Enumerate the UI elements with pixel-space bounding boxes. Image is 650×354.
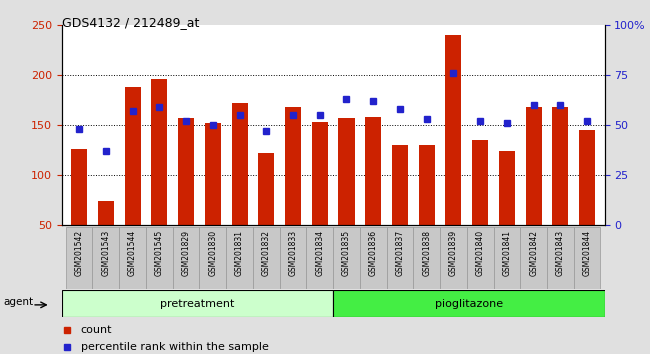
Bar [333, 227, 360, 289]
Text: GSM201830: GSM201830 [208, 230, 217, 276]
Text: pretreatment: pretreatment [161, 298, 235, 309]
Bar [92, 227, 119, 289]
Bar [62, 290, 333, 317]
Text: GSM201839: GSM201839 [449, 230, 458, 276]
Bar [445, 35, 462, 275]
Text: agent: agent [3, 297, 33, 307]
Bar [413, 227, 440, 289]
Text: GSM201840: GSM201840 [476, 230, 485, 276]
Text: count: count [81, 325, 112, 335]
Text: GSM201842: GSM201842 [529, 230, 538, 276]
Text: GSM201829: GSM201829 [181, 230, 190, 276]
Text: percentile rank within the sample: percentile rank within the sample [81, 342, 268, 352]
Bar [205, 123, 221, 275]
Bar [151, 79, 167, 275]
Bar [306, 227, 333, 289]
Bar [440, 227, 467, 289]
Bar [226, 227, 253, 289]
Text: GSM201836: GSM201836 [369, 230, 378, 276]
Bar [66, 227, 92, 289]
Bar [280, 227, 306, 289]
Text: pioglitazone: pioglitazone [435, 298, 503, 309]
Text: GSM201543: GSM201543 [101, 230, 111, 276]
Bar [547, 227, 574, 289]
Bar [285, 107, 301, 275]
Text: GSM201831: GSM201831 [235, 230, 244, 276]
Bar [387, 227, 413, 289]
Text: GSM201833: GSM201833 [289, 230, 298, 276]
Bar [333, 290, 604, 317]
Bar [419, 145, 435, 275]
Bar [173, 227, 200, 289]
Bar [146, 227, 173, 289]
Text: GDS4132 / 212489_at: GDS4132 / 212489_at [62, 16, 199, 29]
Text: GSM201841: GSM201841 [502, 230, 512, 276]
Text: GSM201835: GSM201835 [342, 230, 351, 276]
Bar [392, 145, 408, 275]
Text: GSM201544: GSM201544 [128, 230, 137, 276]
Bar [71, 149, 87, 275]
Text: GSM201542: GSM201542 [75, 230, 84, 276]
Bar [574, 227, 601, 289]
Bar [98, 201, 114, 275]
Bar [365, 117, 382, 275]
Bar [552, 107, 568, 275]
Bar [312, 122, 328, 275]
Bar [253, 227, 280, 289]
Bar [520, 227, 547, 289]
Bar [178, 118, 194, 275]
Bar [119, 227, 146, 289]
Bar [499, 151, 515, 275]
Text: GSM201832: GSM201832 [262, 230, 271, 276]
Text: GSM201834: GSM201834 [315, 230, 324, 276]
Bar [339, 118, 354, 275]
Text: GSM201844: GSM201844 [582, 230, 592, 276]
Text: GSM201545: GSM201545 [155, 230, 164, 276]
Text: GSM201838: GSM201838 [422, 230, 431, 276]
Bar [493, 227, 520, 289]
Bar [472, 140, 488, 275]
Bar [125, 87, 140, 275]
Bar [360, 227, 387, 289]
Text: GSM201837: GSM201837 [395, 230, 404, 276]
Bar [467, 227, 493, 289]
Bar [200, 227, 226, 289]
Text: GSM201843: GSM201843 [556, 230, 565, 276]
Bar [579, 130, 595, 275]
Bar [526, 107, 541, 275]
Bar [231, 103, 248, 275]
Bar [258, 153, 274, 275]
